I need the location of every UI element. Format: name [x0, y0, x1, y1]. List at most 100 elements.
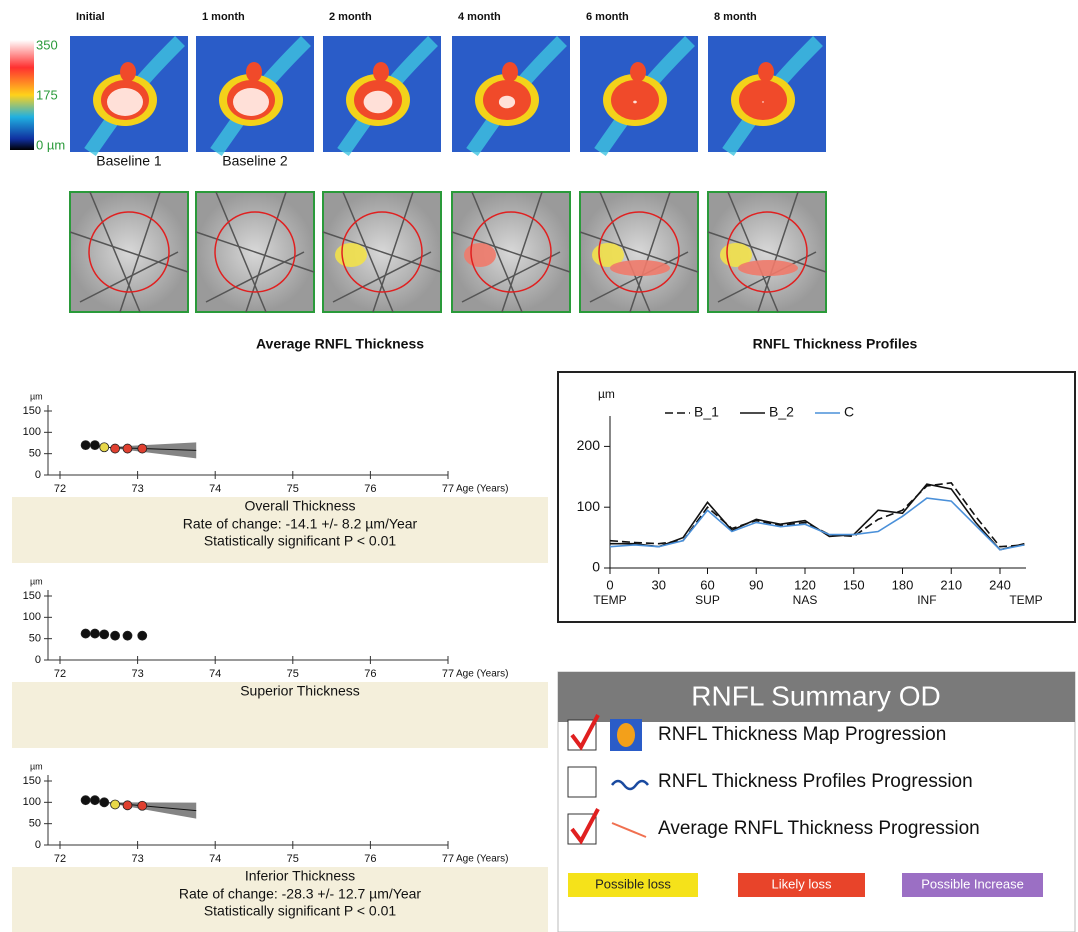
legend-swatch: [568, 873, 698, 897]
region-label: TEMP: [1009, 593, 1042, 607]
summary-title: RNFL Summary OD: [691, 680, 940, 711]
map-top: [246, 62, 262, 82]
region-label: INF: [917, 593, 936, 607]
chart-subtitle: Overall Thickness: [244, 498, 355, 514]
y-tick-label: 100: [23, 796, 41, 808]
data-point: [99, 629, 110, 640]
y-tick-label: 50: [29, 633, 41, 645]
map-top: [630, 62, 646, 82]
region-label: SUP: [695, 593, 720, 607]
x-tick-label: 90: [749, 577, 763, 592]
y-label: µm: [30, 576, 43, 586]
x-tick-label: 180: [892, 577, 914, 592]
vessel: [579, 231, 699, 273]
vessel: [461, 251, 561, 303]
x-tick-label: 75: [287, 853, 299, 865]
legend-text: Possible loss: [595, 876, 671, 891]
data-point: [122, 630, 133, 641]
y-tick-label: 150: [23, 405, 41, 417]
map-label: 8 month: [714, 11, 757, 23]
checkmark: [570, 808, 600, 845]
x-tick-label: 30: [652, 577, 666, 592]
checkmark: [570, 714, 600, 751]
data-point: [110, 799, 120, 810]
vessel: [205, 251, 305, 303]
note-box: [12, 867, 548, 932]
data-point: [80, 440, 91, 451]
x-tick-label: 75: [287, 668, 299, 680]
x-tick-label: 0: [606, 577, 613, 592]
map-label: 2 month: [329, 11, 372, 23]
data-point: [99, 442, 110, 453]
note-box: [12, 497, 548, 563]
y-tick-label: 0: [35, 839, 41, 851]
colorbar: [10, 40, 34, 150]
data-point: [137, 800, 148, 811]
x-label: Age (Years): [456, 484, 508, 495]
map-white: [762, 101, 764, 103]
change-patch: [464, 243, 496, 267]
x-tick-label: 120: [794, 577, 816, 592]
summary-item: RNFL Thickness Profiles Progression: [658, 771, 973, 792]
rnfl-circle: [470, 211, 552, 293]
map-top: [758, 62, 774, 82]
vessel: [707, 231, 827, 273]
map-label: Initial: [76, 11, 105, 23]
y-tick-label: 100: [23, 611, 41, 623]
map-top: [502, 62, 518, 82]
vessel: [69, 231, 189, 273]
note: Statistically significant P < 0.01: [204, 533, 397, 549]
vessel: [79, 251, 179, 303]
data-point: [90, 440, 100, 451]
map-red: [611, 80, 659, 120]
legend-text: Possible Increase: [921, 876, 1024, 891]
y-label: µm: [30, 391, 43, 401]
x-tick-label: 75: [287, 483, 299, 495]
section-title: Average RNFL Thickness: [256, 336, 424, 352]
legend-swatch: [902, 873, 1043, 897]
map-red: [739, 80, 787, 120]
y-tick-label: 200: [577, 437, 601, 453]
region-label: NAS: [793, 593, 818, 607]
data-point: [110, 443, 120, 454]
x-tick-label: 150: [843, 577, 865, 592]
vessel: [332, 251, 432, 303]
profile-line: [609, 497, 1025, 551]
note: Rate of change: -14.1 +/- 8.2 µm/Year: [183, 516, 418, 532]
summary-header: [558, 672, 1075, 722]
chart-subtitle: Inferior Thickness: [245, 868, 355, 884]
x-label: Age (Years): [456, 854, 508, 865]
x-tick-label: 240: [989, 577, 1011, 592]
x-tick-label: 72: [54, 853, 66, 865]
icon: [611, 822, 647, 838]
legend-label: B_2: [769, 404, 794, 420]
y-tick-label: 0: [592, 559, 600, 575]
vessel: [451, 231, 571, 273]
x-tick-label: 76: [364, 668, 376, 680]
map-top: [120, 62, 136, 82]
vessel: [195, 231, 315, 273]
y-label: µm: [30, 761, 43, 771]
data-point: [122, 443, 133, 454]
summary-item: Average RNFL Thickness Progression: [658, 818, 980, 839]
note-box: [12, 682, 548, 748]
x-tick-label: 60: [700, 577, 714, 592]
legend-label: C: [844, 404, 854, 420]
legend-label: B_1: [694, 404, 719, 420]
vessel: [322, 231, 442, 273]
y-tick-label: 100: [23, 426, 41, 438]
map-label: 6 month: [586, 11, 629, 23]
data-point: [137, 630, 148, 641]
chart-subtitle: Superior Thickness: [240, 683, 360, 699]
profile-line: [610, 483, 1025, 551]
summary-item: RNFL Thickness Map Progression: [658, 724, 946, 745]
y-tick-label: 50: [29, 448, 41, 460]
legend-swatch: [738, 873, 865, 897]
checkbox: [567, 766, 597, 798]
note: Statistically significant P < 0.01: [204, 903, 397, 919]
x-tick-label: 210: [940, 577, 962, 592]
colorbar-label: 0 µm: [36, 137, 65, 152]
map-top: [373, 62, 389, 82]
note: Rate of change: -28.3 +/- 12.7 µm/Year: [179, 886, 422, 902]
